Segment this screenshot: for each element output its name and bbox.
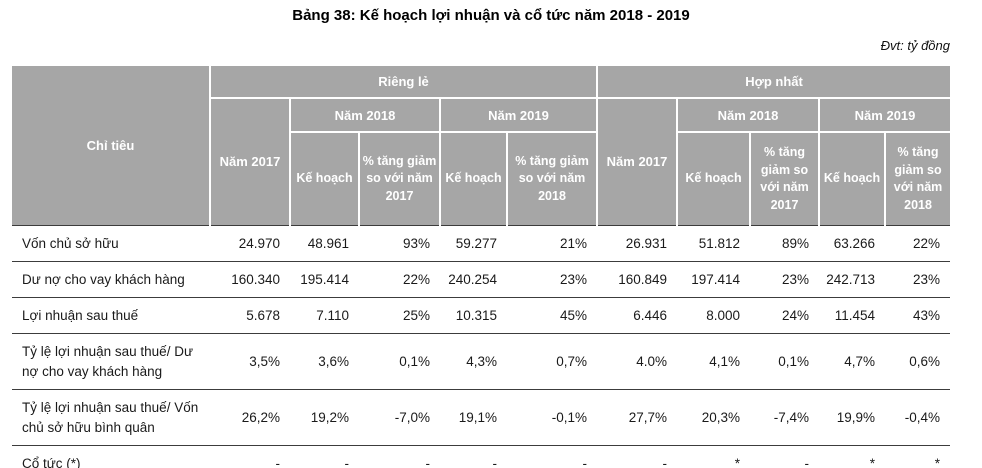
unit-note: Đvt: tỷ đồng [880, 38, 950, 53]
header-sep-nam-2018: Năm 2018 [289, 97, 441, 133]
data-cell: 24.970 [210, 225, 290, 262]
table-row: Tỷ lệ lợi nhuận sau thuế/ Dư nợ cho vay … [12, 333, 951, 390]
data-cell: 5.678 [210, 297, 290, 334]
data-cell: 19,2% [290, 389, 359, 446]
data-cell: 3,6% [290, 333, 359, 390]
header-con-nam-2019: Năm 2019 [818, 97, 951, 133]
data-cell: 4,1% [677, 333, 751, 390]
data-cell: 4,7% [819, 333, 886, 390]
data-cell: 45% [507, 297, 598, 334]
table-header: Chỉ tiêu Riêng lẻ Hợp nhất Năm 2017 Năm … [12, 66, 951, 226]
row-label: Tỷ lệ lợi nhuận sau thuế/ Dư nợ cho vay … [12, 333, 210, 390]
data-cell: * [885, 445, 951, 468]
data-cell: 19,9% [819, 389, 886, 446]
data-cell: -0,4% [885, 389, 951, 446]
data-cell: 26.931 [597, 225, 678, 262]
data-cell: 93% [359, 225, 440, 262]
data-cell: 19,1% [440, 389, 507, 446]
data-cell: 11.454 [819, 297, 886, 334]
data-cell: 59.277 [440, 225, 507, 262]
data-cell: 242.713 [819, 261, 886, 298]
header-con-2019-pct: % tăng giảm so với năm 2018 [884, 131, 951, 226]
data-cell: 26,2% [210, 389, 290, 446]
data-cell: 10.315 [440, 297, 507, 334]
data-cell: -7,0% [359, 389, 440, 446]
data-cell: 160.849 [597, 261, 678, 298]
table-row: Cổ tức (*) - - - - - - * - * * [12, 445, 951, 468]
header-con-2018-pct: % tăng giảm so với năm 2017 [749, 131, 821, 226]
data-cell: 4,3% [440, 333, 507, 390]
data-cell: * [819, 445, 886, 468]
data-cell: 240.254 [440, 261, 507, 298]
table-row: Vốn chủ sở hữu 24.970 48.961 93% 59.277 … [12, 225, 951, 262]
data-cell: 4.0% [597, 333, 678, 390]
data-cell: 24% [750, 297, 820, 334]
data-cell: 23% [750, 261, 820, 298]
table-body: Vốn chủ sở hữu 24.970 48.961 93% 59.277 … [12, 225, 951, 468]
data-cell: 25% [359, 297, 440, 334]
header-sep-nam-2017: Năm 2017 [209, 97, 291, 226]
header-con-2019-ke-hoach: Kế hoạch [818, 131, 887, 226]
data-cell: 0,6% [885, 333, 951, 390]
data-cell: - [210, 445, 290, 468]
page-title: Bảng 38: Kế hoạch lợi nhuận và cổ tức nă… [292, 7, 690, 24]
data-cell: 23% [507, 261, 598, 298]
header-con-nam-2017: Năm 2017 [596, 97, 679, 226]
data-cell: 48.961 [290, 225, 359, 262]
table-row: Lợi nhuận sau thuế 5.678 7.110 25% 10.31… [12, 297, 951, 334]
data-cell: 3,5% [210, 333, 290, 390]
data-cell: 160.340 [210, 261, 290, 298]
row-label: Vốn chủ sở hữu [12, 225, 210, 262]
header-con-nam-2018: Năm 2018 [676, 97, 821, 133]
row-label: Cổ tức (*) [12, 445, 210, 468]
header-sep-2018-ke-hoach: Kế hoạch [289, 131, 360, 226]
data-cell: 7.110 [290, 297, 359, 334]
row-label: Tỷ lệ lợi nhuận sau thuế/ Vốn chủ sở hữu… [12, 389, 210, 446]
row-label: Dư nợ cho vay khách hàng [12, 261, 210, 298]
table-row: Dư nợ cho vay khách hàng 160.340 195.414… [12, 261, 951, 298]
profit-dividend-plan-table: Chỉ tiêu Riêng lẻ Hợp nhất Năm 2017 Năm … [12, 66, 951, 468]
header-group-hop-nhat: Hợp nhất [596, 66, 951, 99]
header-sep-2019-ke-hoach: Kế hoạch [439, 131, 508, 226]
data-cell: - [507, 445, 598, 468]
data-cell: 22% [885, 225, 951, 262]
data-cell: - [597, 445, 678, 468]
row-label: Lợi nhuận sau thuế [12, 297, 210, 334]
data-cell: 8.000 [677, 297, 751, 334]
data-cell: - [290, 445, 359, 468]
data-cell: 197.414 [677, 261, 751, 298]
data-cell: 0,1% [359, 333, 440, 390]
data-cell: 195.414 [290, 261, 359, 298]
data-cell: * [677, 445, 751, 468]
data-cell: 22% [359, 261, 440, 298]
data-cell: - [359, 445, 440, 468]
header-sep-nam-2019: Năm 2019 [438, 97, 599, 133]
header-group-rieng-le: Riêng lẻ [208, 66, 599, 99]
data-cell: 0,7% [507, 333, 598, 390]
data-cell: -7,4% [750, 389, 820, 446]
header-con-2018-ke-hoach: Kế hoạch [676, 131, 752, 226]
data-cell: - [750, 445, 820, 468]
data-cell: 27,7% [597, 389, 678, 446]
data-cell: 43% [885, 297, 951, 334]
data-cell: 63.266 [819, 225, 886, 262]
data-cell: 51.812 [677, 225, 751, 262]
data-cell: 0,1% [750, 333, 820, 390]
data-cell: 21% [507, 225, 598, 262]
data-cell: 23% [885, 261, 951, 298]
data-cell: -0,1% [507, 389, 598, 446]
table-row: Tỷ lệ lợi nhuận sau thuế/ Vốn chủ sở hữu… [12, 389, 951, 446]
data-cell: 6.446 [597, 297, 678, 334]
data-cell: - [440, 445, 507, 468]
header-sep-2018-pct: % tăng giảm so với năm 2017 [358, 131, 441, 226]
header-chi-tieu: Chỉ tiêu [12, 66, 211, 226]
data-cell: 89% [750, 225, 820, 262]
data-cell: 20,3% [677, 389, 751, 446]
header-sep-2019-pct: % tăng giảm so với năm 2018 [505, 131, 599, 226]
